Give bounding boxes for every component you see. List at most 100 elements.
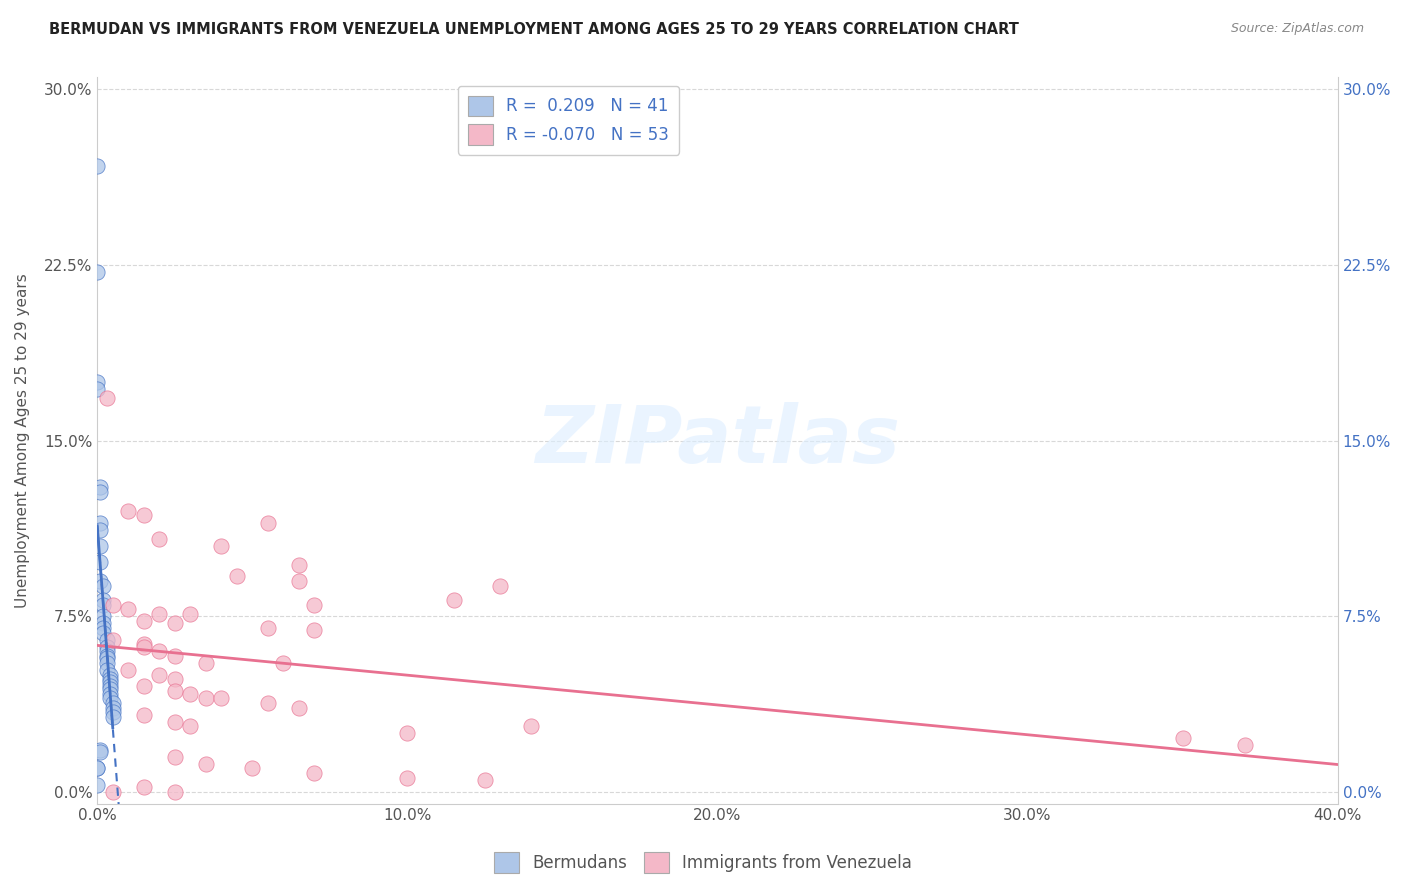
Point — [288, 700, 311, 714]
Point — [96, 640, 118, 654]
Point — [96, 663, 118, 677]
Point — [163, 616, 186, 631]
Point — [304, 624, 326, 638]
Point — [96, 656, 118, 670]
Point — [179, 607, 201, 621]
Point — [89, 523, 111, 537]
Point — [93, 579, 115, 593]
Point — [271, 656, 294, 670]
Point — [209, 539, 232, 553]
Point — [163, 684, 186, 698]
Point — [86, 778, 108, 792]
Text: Source: ZipAtlas.com: Source: ZipAtlas.com — [1230, 22, 1364, 36]
Point — [89, 485, 111, 500]
Point — [96, 651, 118, 665]
Point — [93, 621, 115, 635]
Point — [101, 710, 124, 724]
Point — [256, 696, 278, 710]
Point — [86, 382, 108, 396]
Point — [86, 762, 108, 776]
Point — [1171, 731, 1194, 745]
Point — [117, 663, 139, 677]
Point — [98, 681, 121, 696]
Point — [93, 598, 115, 612]
Point — [96, 632, 118, 647]
Point — [163, 648, 186, 663]
Point — [256, 516, 278, 530]
Point — [148, 607, 170, 621]
Point — [89, 480, 111, 494]
Point — [179, 686, 201, 700]
Point — [148, 532, 170, 546]
Point — [89, 745, 111, 759]
Point — [98, 674, 121, 689]
Point — [98, 680, 121, 694]
Point — [163, 714, 186, 729]
Point — [132, 680, 155, 694]
Point — [86, 375, 108, 389]
Y-axis label: Unemployment Among Ages 25 to 29 years: Unemployment Among Ages 25 to 29 years — [15, 273, 30, 608]
Point — [93, 616, 115, 631]
Point — [101, 705, 124, 719]
Point — [194, 756, 217, 771]
Point — [474, 773, 496, 788]
Legend: R =  0.209   N = 41, R = -0.070   N = 53: R = 0.209 N = 41, R = -0.070 N = 53 — [458, 86, 679, 155]
Point — [98, 691, 121, 706]
Point — [89, 539, 111, 553]
Point — [304, 598, 326, 612]
Point — [132, 640, 155, 654]
Point — [194, 656, 217, 670]
Point — [163, 785, 186, 799]
Point — [148, 644, 170, 658]
Point — [117, 504, 139, 518]
Text: BERMUDAN VS IMMIGRANTS FROM VENEZUELA UNEMPLOYMENT AMONG AGES 25 TO 29 YEARS COR: BERMUDAN VS IMMIGRANTS FROM VENEZUELA UN… — [49, 22, 1019, 37]
Point — [163, 749, 186, 764]
Point — [96, 648, 118, 663]
Point — [93, 609, 115, 624]
Point — [256, 621, 278, 635]
Point — [101, 785, 124, 799]
Point — [148, 667, 170, 681]
Point — [304, 766, 326, 780]
Point — [98, 667, 121, 681]
Point — [288, 558, 311, 572]
Point — [443, 592, 465, 607]
Point — [93, 592, 115, 607]
Point — [89, 574, 111, 588]
Point — [86, 160, 108, 174]
Point — [194, 691, 217, 706]
Point — [98, 673, 121, 687]
Point — [101, 700, 124, 714]
Point — [132, 614, 155, 628]
Point — [101, 598, 124, 612]
Text: ZIPatlas: ZIPatlas — [534, 401, 900, 480]
Point — [86, 265, 108, 279]
Point — [240, 762, 263, 776]
Point — [132, 508, 155, 523]
Point — [96, 392, 118, 406]
Point — [89, 743, 111, 757]
Point — [101, 632, 124, 647]
Point — [89, 516, 111, 530]
Point — [93, 625, 115, 640]
Point — [1233, 738, 1256, 752]
Point — [101, 696, 124, 710]
Point — [86, 762, 108, 776]
Point — [288, 574, 311, 588]
Point — [132, 707, 155, 722]
Legend: Bermudans, Immigrants from Venezuela: Bermudans, Immigrants from Venezuela — [488, 846, 918, 880]
Point — [132, 780, 155, 795]
Point — [520, 719, 543, 733]
Point — [209, 691, 232, 706]
Point — [225, 569, 247, 583]
Point — [117, 602, 139, 616]
Point — [96, 644, 118, 658]
Point — [396, 771, 419, 785]
Point — [98, 686, 121, 700]
Point — [89, 555, 111, 569]
Point — [489, 579, 512, 593]
Point — [396, 726, 419, 740]
Point — [179, 719, 201, 733]
Point — [163, 673, 186, 687]
Point — [132, 637, 155, 651]
